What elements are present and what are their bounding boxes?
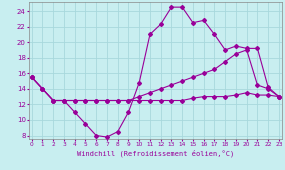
X-axis label: Windchill (Refroidissement éolien,°C): Windchill (Refroidissement éolien,°C): [77, 149, 234, 157]
